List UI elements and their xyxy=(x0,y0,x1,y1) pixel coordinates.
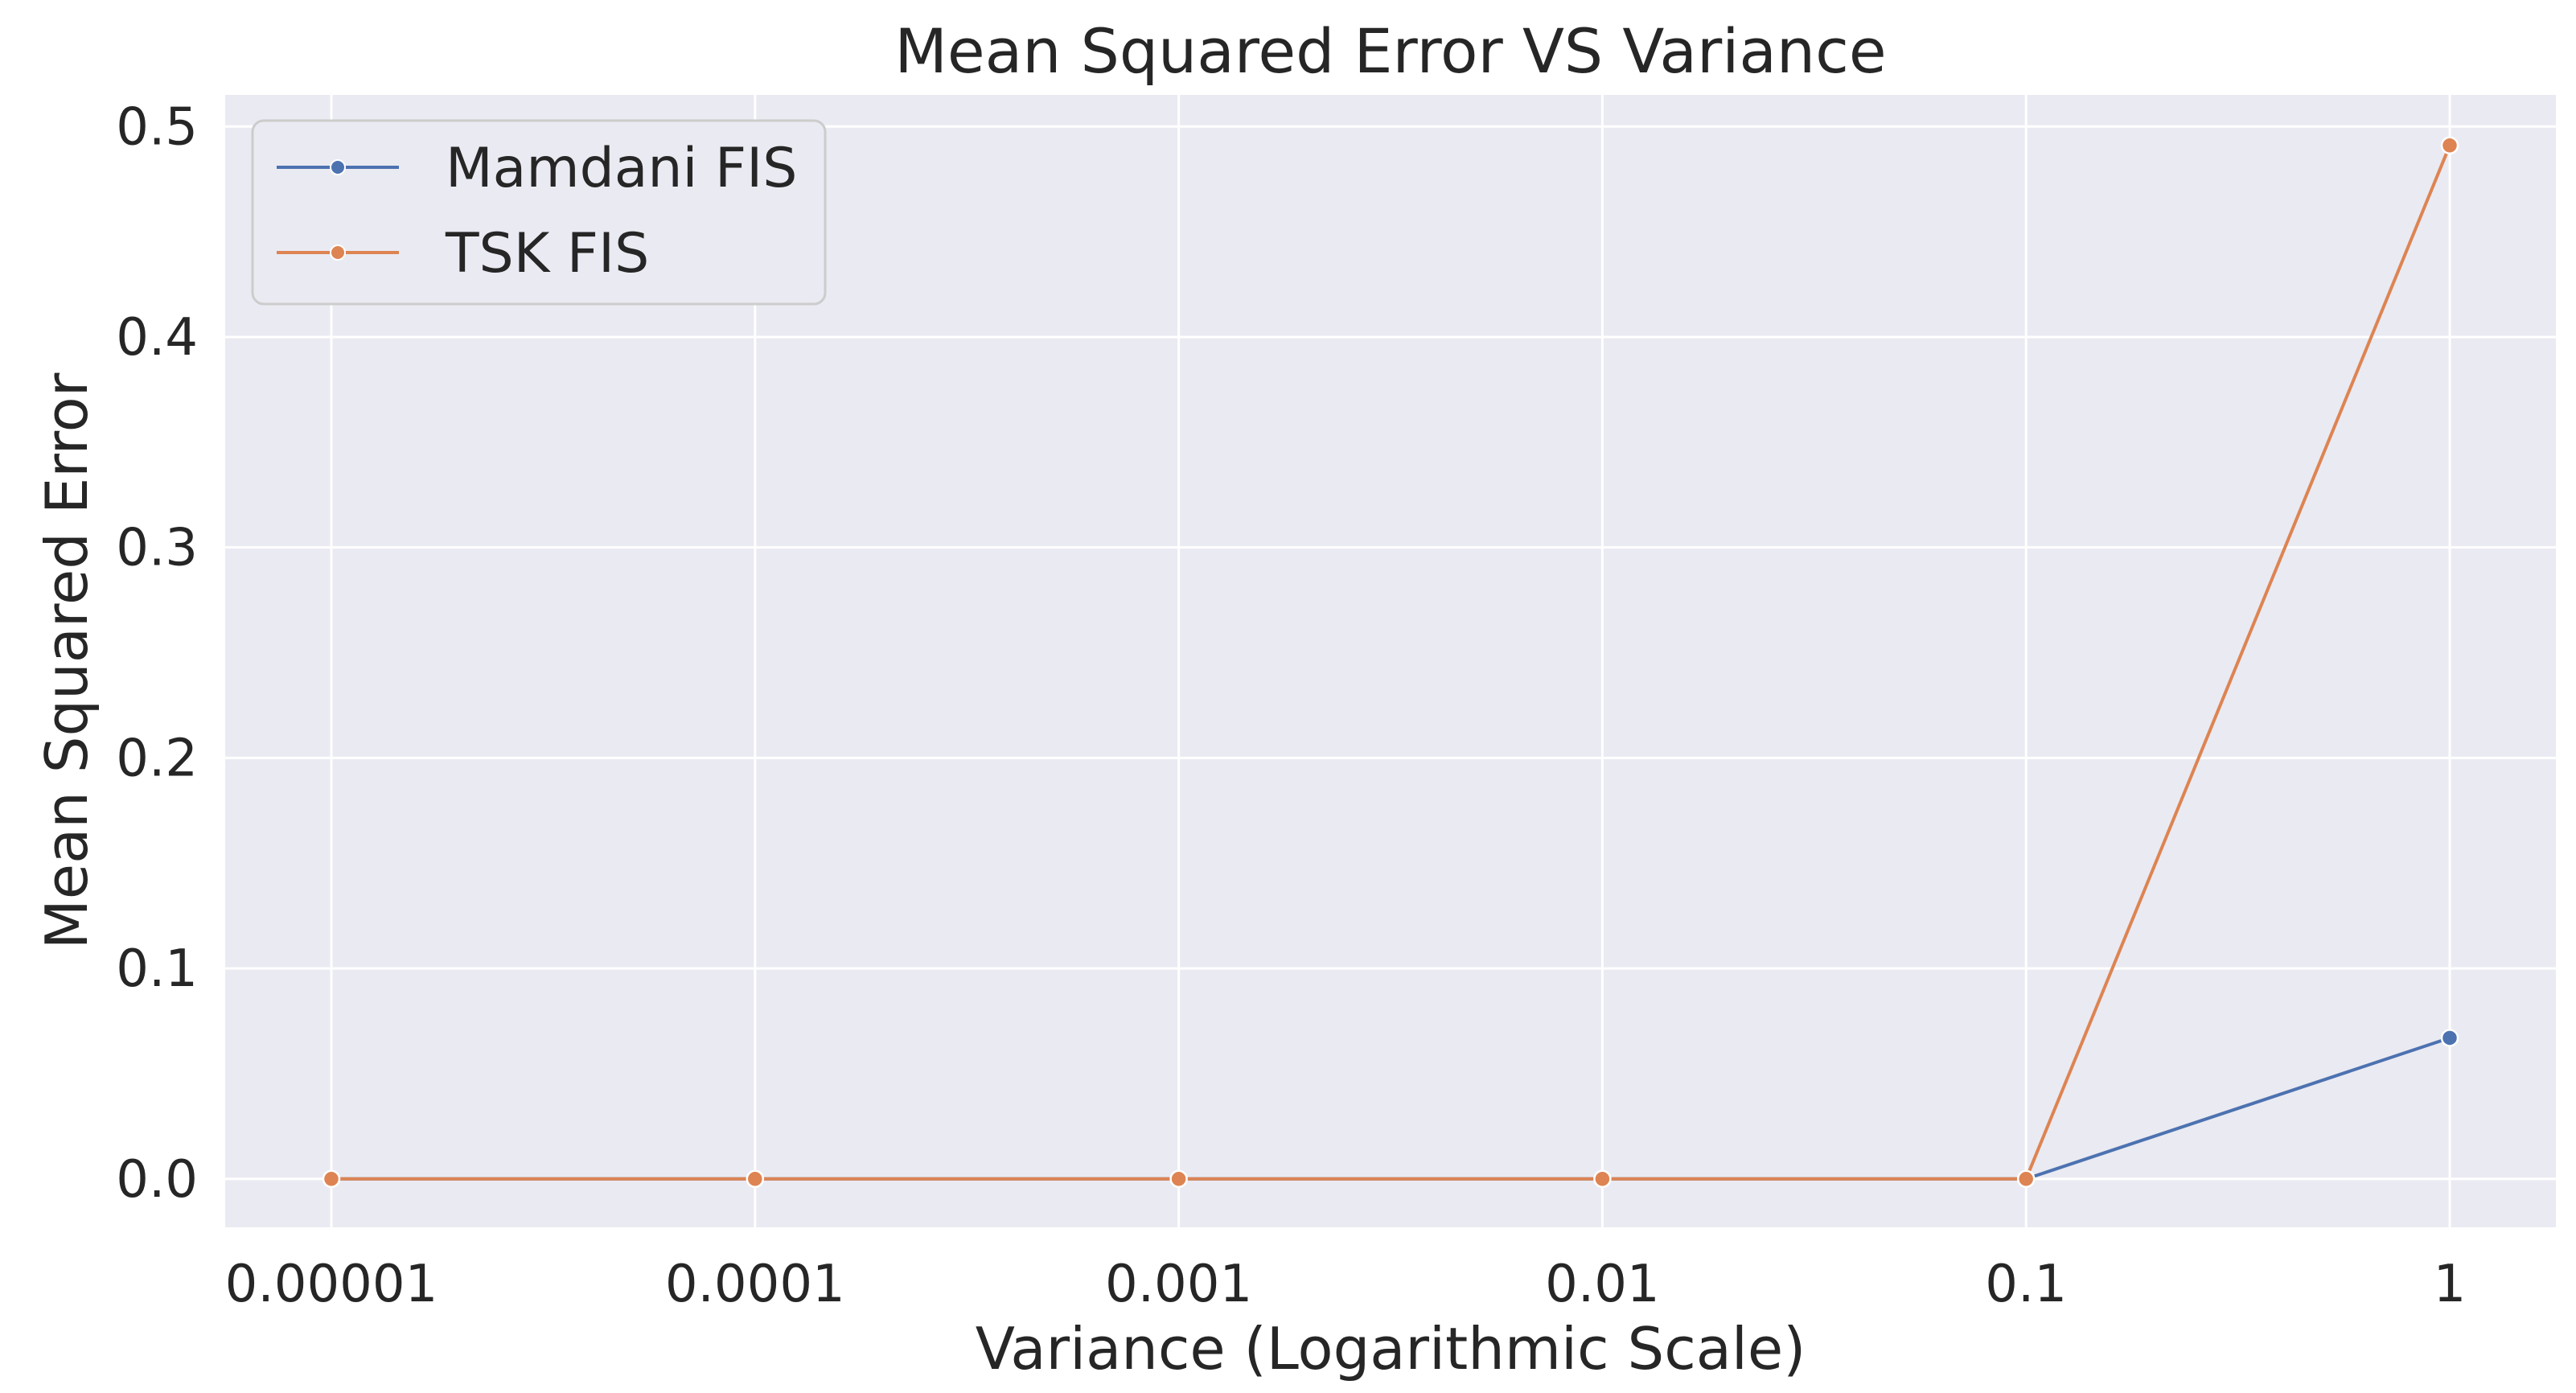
ticks: 0.00001 0.0001 0.001 0.01 0.1 1 0.0 0.1 0.2 0.3 0.… xyxy=(116,97,2466,1314)
x-tick-label: 0.00001 xyxy=(225,1255,438,1314)
data-point-tsk-fis xyxy=(322,1169,341,1189)
y-tick-label: 0.4 xyxy=(116,308,198,368)
data-point-tsk-fis xyxy=(2016,1169,2036,1189)
legend: Mamdani FIS TSK FIS xyxy=(251,119,827,306)
data-point-tsk-fis xyxy=(1169,1169,1188,1189)
series-line-tsk-fis xyxy=(331,145,2451,1181)
y-tick-label: 0.1 xyxy=(116,939,198,999)
x-tick-label: 0.001 xyxy=(1105,1255,1252,1314)
y-tick-label: 0.2 xyxy=(116,729,198,788)
legend-label-mamdani: Mamdani FIS xyxy=(446,137,797,200)
data-point-tsk-fis xyxy=(1593,1169,1612,1189)
grid xyxy=(225,95,2556,1227)
y-tick-label: 0.0 xyxy=(116,1150,198,1210)
series-layer xyxy=(322,136,2459,1189)
y-tick-label: 0.5 xyxy=(116,97,198,157)
y-tick-label: 0.3 xyxy=(116,519,198,578)
x-axis-label: Variance (Logarithmic Scale) xyxy=(976,1315,1806,1383)
legend-marker-tsk xyxy=(330,244,346,261)
chart-title: Mean Squared Error VS Variance xyxy=(894,15,1886,87)
x-tick-label: 1 xyxy=(2434,1255,2467,1314)
x-tick-label: 0.0001 xyxy=(665,1255,845,1314)
y-axis-label: Mean Squared Error xyxy=(33,372,101,949)
x-tick-label: 0.1 xyxy=(1985,1255,2067,1314)
data-point-tsk-fis xyxy=(2440,136,2459,155)
legend-marker-mamdani xyxy=(330,159,346,175)
data-point-mamdani-fis xyxy=(2440,1029,2459,1047)
x-tick-label: 0.01 xyxy=(1545,1255,1660,1314)
legend-label-tsk: TSK FIS xyxy=(445,222,649,286)
data-point-tsk-fis xyxy=(746,1169,765,1189)
